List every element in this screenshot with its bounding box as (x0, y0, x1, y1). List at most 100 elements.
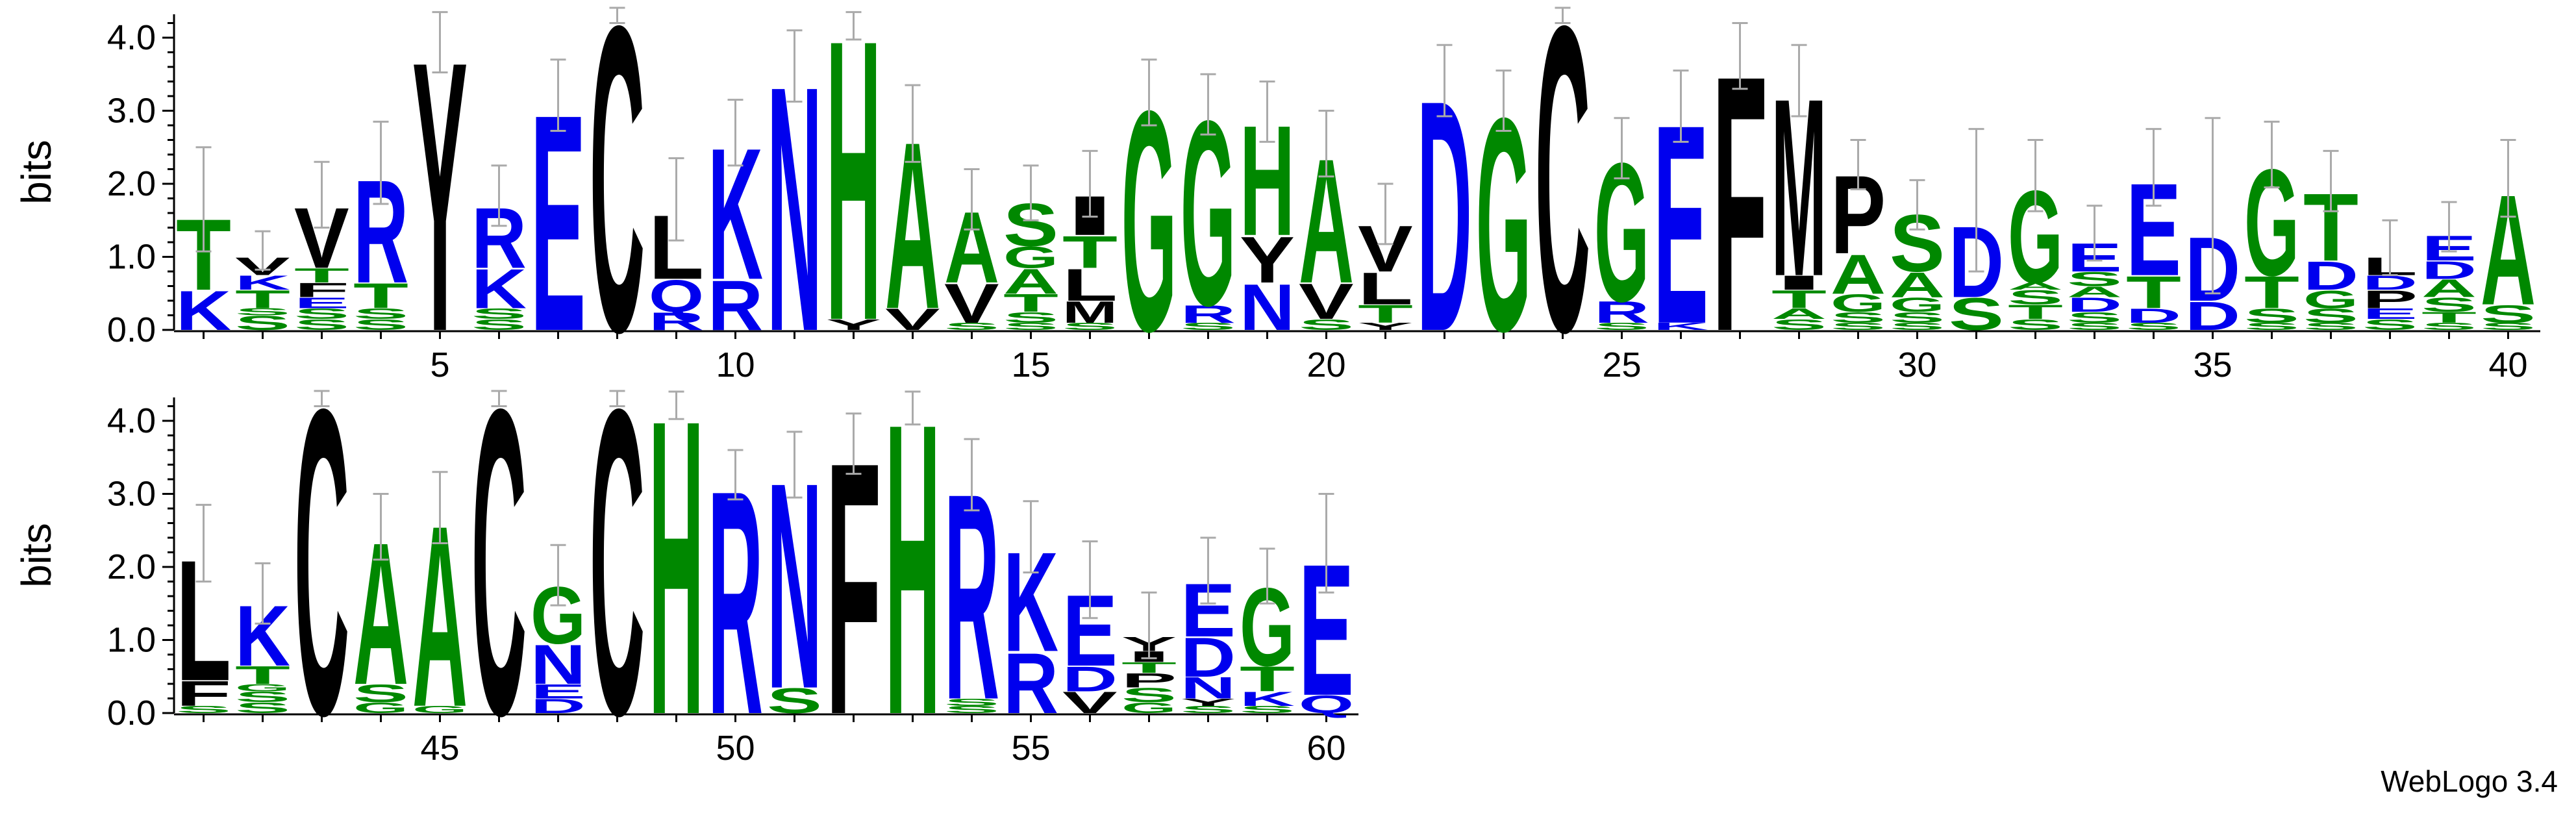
logo-letter-I: I (1771, 271, 1827, 294)
x-tick-label: 5 (430, 345, 449, 384)
logo-letter-S: S (294, 316, 349, 333)
logo-letter-Y: Y (1358, 321, 1413, 332)
x-tick-label: 60 (1307, 729, 1345, 768)
logo-letter-R: R (1181, 300, 1236, 329)
logo-letter-V: V (944, 272, 999, 334)
logo-letter-T: T (235, 660, 290, 689)
logo-letter-Q: Q (1299, 690, 1354, 718)
logo-letter-S: S (1890, 321, 1945, 332)
y-axis-label: bits (13, 523, 60, 588)
logo-letter-R: R (1594, 295, 1649, 329)
logo-letter-D: D (1062, 659, 1118, 699)
logo-letter-T: T (1062, 227, 1118, 277)
y-tick-label: 2.0 (107, 164, 156, 203)
y-tick-label: 3.0 (107, 92, 156, 131)
x-tick-label: 15 (1011, 345, 1050, 384)
logo-letter-S: S (2303, 304, 2358, 327)
logo-letter-A: A (1771, 305, 1827, 322)
logo-letter-F: F (294, 279, 349, 301)
logo-letter-S: S (235, 307, 290, 318)
logo-letter-E: E (531, 680, 586, 703)
y-tick-label: 4.0 (107, 401, 156, 440)
logo-letter-S: S (2067, 321, 2122, 332)
logo-letter-G: G (2303, 285, 2358, 313)
logo-letter-S: S (176, 704, 231, 715)
logo-letter-S: S (471, 316, 527, 333)
logo-letter-S: S (235, 688, 290, 705)
logo-letter-S: S (2067, 309, 2122, 326)
logo-letter-G: G (1121, 699, 1177, 716)
logo-letter-V: V (885, 303, 940, 336)
logo-letter-S: S (294, 305, 349, 322)
logo-letter-S: S (1181, 321, 1236, 332)
logo-letter-S: S (767, 681, 822, 720)
logo-letter-K: K (471, 258, 527, 320)
logo-letter-Y: Y (826, 316, 881, 333)
logo-letter-S: S (1831, 321, 1886, 332)
logo-letter-K: K (176, 279, 231, 342)
logo-letter-S: S (353, 305, 408, 322)
x-tick-label: 50 (716, 729, 755, 768)
logo-letter-N: N (531, 633, 586, 696)
logo-letter-S: S (2008, 316, 2063, 333)
logo-letter-S: S (2244, 304, 2299, 327)
logo-letter-S: S (235, 699, 290, 716)
logo-letter-R: R (708, 266, 763, 345)
logo-letter-T: T (294, 264, 349, 287)
y-axis-label: bits (13, 140, 60, 205)
logo-letter-G: G (1831, 289, 1886, 317)
logo-letter-T: T (2244, 267, 2299, 318)
logo-letter-A: A (1003, 262, 1058, 301)
logo-letter-D: D (2067, 294, 2122, 316)
logo-letter-K: K (235, 271, 290, 294)
logo-letter-S: S (1594, 321, 1649, 332)
logo-letter-D: D (2126, 305, 2181, 327)
logo-letter-A: A (2008, 281, 2063, 292)
y-tick-label: 3.0 (107, 475, 156, 514)
logo-letter-T: T (2421, 309, 2477, 326)
logo-letter-S: S (2421, 321, 2477, 332)
y-tick-label: 4.0 (107, 18, 156, 57)
logo-letter-S: S (2126, 321, 2181, 332)
logo-letter-S: S (1003, 321, 1058, 332)
logo-letter-S: S (2303, 321, 2358, 332)
logo-letter-E: E (2362, 305, 2418, 322)
logo-letter-P: P (2362, 285, 2418, 314)
logo-letter-G: G (1890, 294, 1945, 316)
logo-letter-S: S (1890, 309, 1945, 326)
logo-letter-S: S (944, 321, 999, 332)
logo-letter-Y: Y (1240, 223, 1295, 297)
x-tick-label: 20 (1307, 345, 1345, 384)
logo-letter-S: S (1949, 288, 2004, 340)
x-tick-label: 35 (2193, 345, 2232, 384)
logo-letter-D: D (2421, 256, 2477, 284)
logo-letter-S: S (2421, 294, 2477, 316)
logo-letter-Y: Y (1181, 697, 1236, 708)
logo-letter-T: T (1003, 288, 1058, 317)
x-tick-label: 30 (1897, 345, 1936, 384)
logo-letter-S: S (353, 316, 408, 333)
logo-letter-S: S (2067, 268, 2122, 290)
logo-letter-D: D (531, 695, 586, 718)
logo-letter-T: T (2008, 301, 2063, 323)
logo-letter-S: S (2481, 321, 2536, 332)
y-tick-label: 0.0 (107, 694, 156, 733)
logo-letter-S: S (2481, 300, 2536, 329)
logo-letter-L: L (1062, 260, 1118, 310)
logo-letter-H: H (826, 0, 881, 405)
y-tick-label: 1.0 (107, 621, 156, 660)
logo-letter-T: T (353, 276, 408, 316)
logo-letter-Q: Q (649, 271, 704, 321)
logo-letter-K: K (1240, 688, 1295, 710)
logo-letter-A: A (2421, 274, 2477, 303)
logo-letter-V: V (1299, 273, 1354, 330)
logo-letter-T: T (1358, 299, 1413, 328)
logo-letter-S: S (2008, 286, 2063, 308)
y-tick-label: 0.0 (107, 310, 156, 349)
logo-letter-S: S (235, 312, 290, 334)
logo-letter-S: S (471, 305, 527, 322)
logo-letter-D: D (2185, 294, 2240, 339)
logo-letter-C: C (590, 0, 645, 423)
